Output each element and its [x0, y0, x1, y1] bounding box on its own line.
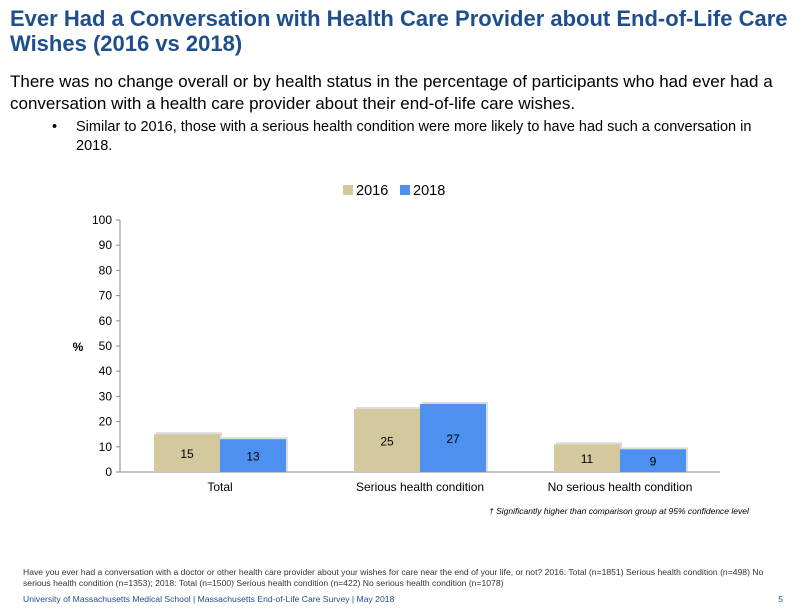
bar-value-label: 13 — [246, 450, 260, 464]
page-number: 5 — [778, 594, 783, 604]
y-tick-label: 0 — [105, 465, 112, 479]
bar-value-label: 27 — [446, 432, 460, 446]
bar-2016 — [554, 444, 620, 472]
bar-2016 — [354, 409, 420, 472]
y-tick-label: 30 — [99, 389, 113, 403]
y-tick-label: 100 — [92, 213, 112, 227]
x-category-label: Serious health condition — [356, 480, 484, 494]
bullet-text: Similar to 2016, those with a serious he… — [76, 119, 752, 154]
footer-source: University of Massachusetts Medical Scho… — [23, 594, 395, 604]
y-tick-label: 90 — [99, 238, 113, 252]
bar-value-label: 25 — [380, 435, 394, 449]
slide-subtitle: There was no change overall or by health… — [10, 72, 773, 113]
bullet-marker: • — [52, 119, 58, 135]
bar-value-label: 9 — [650, 455, 657, 469]
y-tick-label: 70 — [99, 289, 113, 303]
y-axis-label: % — [73, 340, 84, 354]
bar-2018 — [220, 439, 286, 472]
survey-footnote: Have you ever had a conversation with a … — [23, 567, 764, 588]
legend-swatch-2016 — [343, 185, 353, 195]
y-tick-label: 40 — [99, 364, 113, 378]
legend-label: 2016 — [356, 183, 388, 199]
legend-swatch-2018 — [400, 185, 410, 195]
bullet-point: • Similar to 2016, those with a serious … — [52, 118, 752, 156]
slide-title: Ever Had a Conversation with Health Care… — [10, 6, 788, 56]
y-tick-label: 60 — [99, 314, 113, 328]
y-tick-label: 20 — [99, 415, 113, 429]
bar-2018 — [620, 449, 686, 472]
legend-label: 2018 — [413, 183, 445, 199]
bar-value-label: 15 — [180, 447, 194, 461]
bar-2016 — [154, 434, 220, 472]
bar-2018 — [420, 403, 486, 472]
x-category-label: Total — [207, 480, 232, 494]
x-category-label: No serious health condition — [548, 480, 693, 494]
slide-footer: University of Massachusetts Medical Scho… — [23, 594, 783, 604]
y-tick-label: 50 — [99, 339, 113, 353]
significance-note: † Significantly higher than comparison g… — [489, 506, 749, 516]
bar-value-label: 11 — [581, 452, 594, 466]
y-tick-label: 10 — [99, 440, 113, 454]
y-tick-label: 80 — [99, 263, 113, 277]
